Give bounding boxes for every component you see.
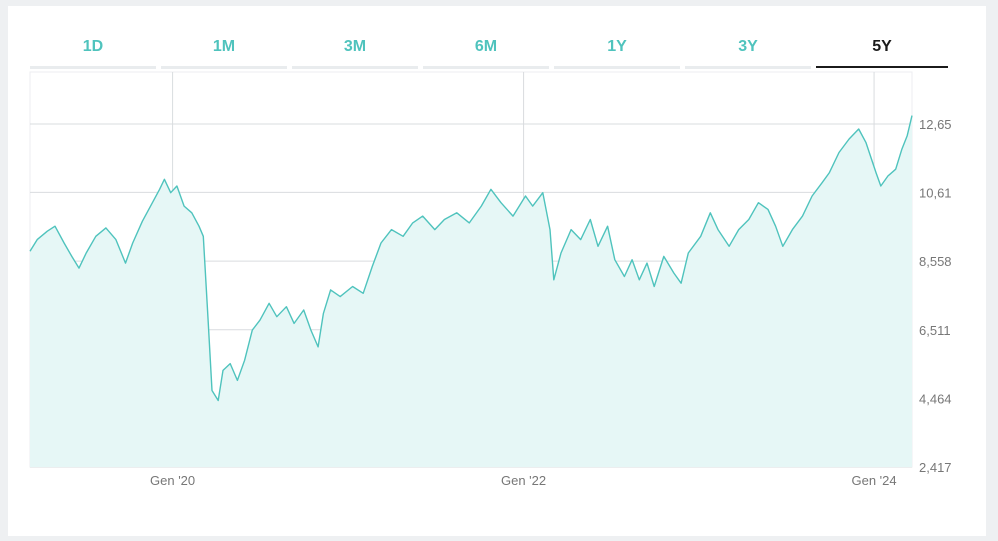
x-tick-label: Gen '24 [851,473,896,488]
tab-3m[interactable]: 3M [292,28,418,69]
x-tick-label: Gen '22 [501,473,546,488]
tab-5y[interactable]: 5Y [816,28,948,68]
tab-1y[interactable]: 1Y [554,28,680,69]
tab-3y[interactable]: 3Y [685,28,811,69]
price-line [29,115,913,402]
x-axis-ticks: Gen '20 Gen '22 Gen '24 [150,473,897,488]
tab-1m[interactable]: 1M [161,28,287,69]
y-tick-label: 8,558 [919,254,952,269]
y-tick-label: 12,65 [919,117,952,132]
tab-1d[interactable]: 1D [30,28,156,69]
tab-6m[interactable]: 6M [423,28,549,69]
y-tick-label: 2,417 [919,460,952,475]
y-tick-label: 10,61 [919,185,952,200]
range-tabs: 1D 1M 3M 6M 1Y 3Y 5Y [30,28,948,74]
price-area-fill [30,115,912,467]
y-tick-label: 6,511 [919,323,951,338]
x-tick-label: Gen '20 [150,473,195,488]
y-tick-label: 4,464 [919,391,952,406]
y-axis-ticks: 12,65 10,61 8,558 6,511 4,464 2,417 [919,117,952,475]
